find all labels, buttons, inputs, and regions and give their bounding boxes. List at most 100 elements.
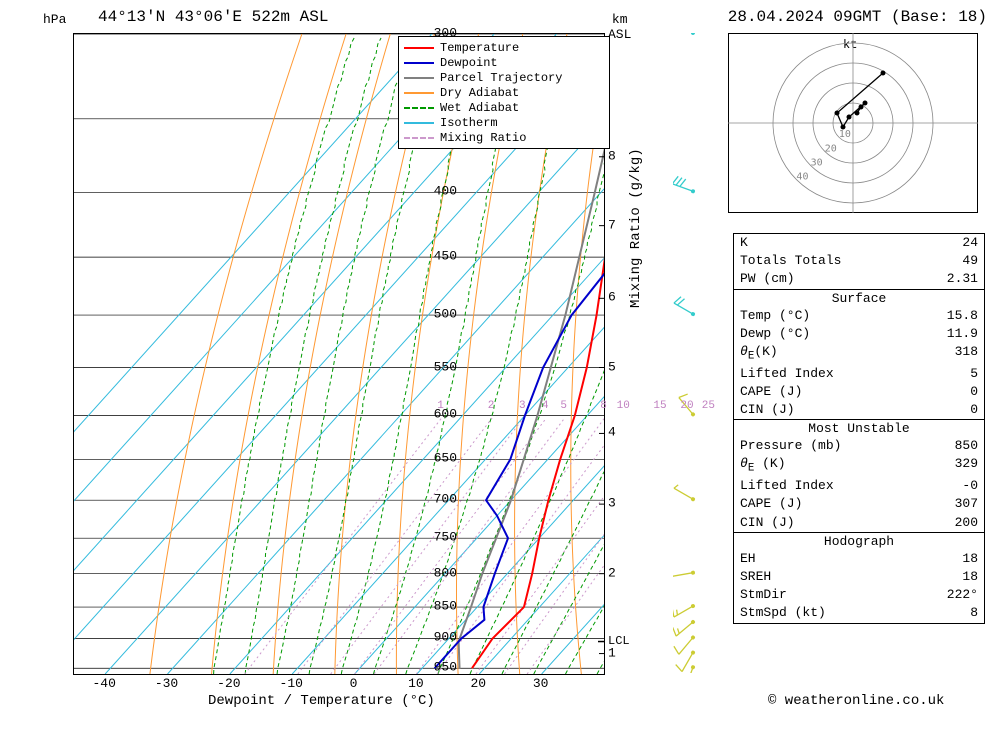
table-section-header: Most Unstable: [734, 419, 984, 437]
legend-label: Mixing Ratio: [440, 131, 526, 145]
pressure-tick: 650: [434, 451, 457, 466]
table-row: PW (cm)2.31: [734, 270, 984, 288]
altitude-tick: 4: [608, 425, 616, 440]
legend-label: Isotherm: [440, 116, 498, 130]
legend-swatch: [404, 137, 434, 139]
table-value: 850: [933, 437, 978, 455]
hodograph-area: 10203040: [728, 33, 978, 213]
table-value: 318: [933, 343, 978, 365]
mixing-ratio-label: 4: [542, 400, 549, 412]
table-section-header: Surface: [734, 289, 984, 307]
legend-swatch: [404, 62, 434, 64]
hodograph-svg: 10203040: [728, 33, 978, 213]
legend-item: Temperature: [404, 40, 604, 55]
table-section-header: Hodograph: [734, 532, 984, 550]
table-value: 11.9: [933, 325, 978, 343]
pressure-tick: 950: [434, 660, 457, 675]
table-row: Lifted Index-0: [734, 477, 984, 495]
mixing-ratio-label: 20: [680, 400, 693, 412]
pressure-tick: 400: [434, 184, 457, 199]
legend-label: Wet Adiabat: [440, 101, 519, 115]
table-label: Lifted Index: [740, 365, 933, 383]
temperature-tick: 0: [350, 676, 358, 691]
table-label: Totals Totals: [740, 252, 933, 270]
legend-swatch: [404, 107, 434, 109]
legend-label: Dry Adiabat: [440, 86, 519, 100]
legend-item: Dry Adiabat: [404, 85, 604, 100]
km-axis-label: kmASL: [608, 12, 631, 42]
pressure-tick: 700: [434, 492, 457, 507]
legend-item: Wet Adiabat: [404, 100, 604, 115]
table-row: CAPE (J)0: [734, 383, 984, 401]
hpa-axis-label: hPa: [43, 12, 66, 27]
table-value: 0: [933, 383, 978, 401]
table-value: 5: [933, 365, 978, 383]
table-label: K: [740, 234, 933, 252]
legend-label: Temperature: [440, 41, 519, 55]
table-row: K24: [734, 234, 984, 252]
svg-text:30: 30: [811, 157, 823, 168]
table-label: Pressure (mb): [740, 437, 933, 455]
table-row: SREH18: [734, 568, 984, 586]
table-row: Totals Totals49: [734, 252, 984, 270]
temperature-tick: -30: [155, 676, 178, 691]
altitude-tick: 8: [608, 148, 616, 163]
mixing-ratio-label: 15: [653, 400, 666, 412]
datetime-title: 28.04.2024 09GMT (Base: 18): [728, 8, 987, 26]
mixing-ratio-label: 25: [702, 400, 715, 412]
table-label: θE(K): [740, 343, 933, 365]
temperature-tick: -10: [280, 676, 303, 691]
table-value: 0: [933, 401, 978, 419]
svg-text:10: 10: [839, 129, 851, 140]
pressure-tick: 550: [434, 359, 457, 374]
table-value: 24: [933, 234, 978, 252]
lcl-label: LCL: [608, 634, 630, 648]
table-label: Temp (°C): [740, 307, 933, 325]
table-label: CIN (J): [740, 514, 933, 532]
table-row: Lifted Index5: [734, 365, 984, 383]
wind-barb-svg: [673, 33, 713, 673]
table-row: CAPE (J)307: [734, 495, 984, 513]
table-value: 307: [933, 495, 978, 513]
legend-swatch: [404, 92, 434, 94]
table-label: CIN (J): [740, 401, 933, 419]
table-label: EH: [740, 550, 933, 568]
altitude-tick: 3: [608, 496, 616, 511]
legend-item: Parcel Trajectory: [404, 70, 604, 85]
temperature-tick: -20: [217, 676, 240, 691]
legend-box: TemperatureDewpointParcel TrajectoryDry …: [398, 36, 610, 149]
mixing-ratio-label: 3: [519, 400, 526, 412]
altitude-tick: 7: [608, 217, 616, 232]
table-row: Pressure (mb)850: [734, 437, 984, 455]
mixing-ratio-label: 10: [617, 400, 630, 412]
table-label: CAPE (J): [740, 383, 933, 401]
table-row: θE(K)318: [734, 343, 984, 365]
table-row: Dewp (°C)11.9: [734, 325, 984, 343]
mixing-ratio-label: 2: [488, 400, 495, 412]
table-row: CIN (J)0: [734, 401, 984, 419]
pressure-tick: 850: [434, 599, 457, 614]
table-value: 18: [933, 550, 978, 568]
table-row: StmSpd (kt)8: [734, 604, 984, 622]
legend-swatch: [404, 47, 434, 49]
table-value: 2.31: [933, 270, 978, 288]
altitude-tick: 2: [608, 565, 616, 580]
pressure-tick: 500: [434, 307, 457, 322]
table-row: Temp (°C)15.8: [734, 307, 984, 325]
table-label: StmDir: [740, 586, 933, 604]
mixing-ratio-label: 5: [560, 400, 567, 412]
table-value: 18: [933, 568, 978, 586]
table-label: SREH: [740, 568, 933, 586]
altitude-tick: 5: [608, 359, 616, 374]
temperature-tick: 10: [408, 676, 424, 691]
table-row: EH18: [734, 550, 984, 568]
table-value: 222°: [933, 586, 978, 604]
legend-label: Parcel Trajectory: [440, 71, 562, 85]
table-value: -0: [933, 477, 978, 495]
location-title: 44°13'N 43°06'E 522m ASL: [98, 8, 328, 26]
table-value: 329: [933, 455, 978, 477]
temperature-tick: -40: [92, 676, 115, 691]
legend-item: Isotherm: [404, 115, 604, 130]
mixing-ratio-axis-label: Mixing Ratio (g/kg): [628, 148, 644, 308]
svg-text:20: 20: [825, 143, 837, 154]
